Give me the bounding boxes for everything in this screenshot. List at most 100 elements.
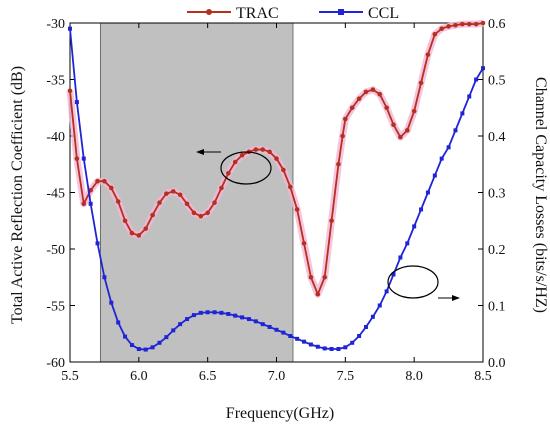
trac-point bbox=[439, 26, 445, 31]
ccl-point bbox=[260, 322, 265, 327]
ccl-point bbox=[116, 320, 121, 325]
ccl-point bbox=[171, 328, 176, 333]
trac-point bbox=[157, 200, 162, 205]
ccl-point bbox=[425, 190, 430, 195]
annotation-ccl-pointer bbox=[387, 265, 460, 301]
ccl-point bbox=[240, 315, 245, 320]
ccl-point bbox=[288, 334, 293, 339]
ccl-point bbox=[143, 347, 148, 352]
ccl-point bbox=[219, 310, 224, 315]
trac-point bbox=[81, 201, 87, 207]
legend-marker-ccl bbox=[338, 9, 344, 15]
trac-point bbox=[253, 147, 259, 152]
series-ccl bbox=[68, 26, 485, 352]
trac-point bbox=[184, 201, 190, 207]
trac-point bbox=[315, 291, 321, 297]
ccl-point bbox=[123, 334, 128, 339]
ccl-point bbox=[295, 336, 300, 341]
annotation-ellipse-trac bbox=[220, 151, 272, 185]
trac-point bbox=[281, 167, 286, 173]
trac-point bbox=[143, 226, 149, 231]
trac-point bbox=[411, 108, 417, 114]
ccl-point bbox=[109, 300, 114, 305]
trac-point bbox=[349, 105, 355, 111]
trac-point bbox=[122, 218, 128, 224]
ccl-point bbox=[178, 322, 183, 327]
ccl-point bbox=[129, 343, 134, 348]
x-tick-label: 7.5 bbox=[337, 369, 355, 384]
trac-point bbox=[370, 87, 376, 92]
trac-point bbox=[274, 156, 279, 161]
trac-point bbox=[67, 88, 73, 94]
legend-label-trac: TRAC bbox=[236, 5, 279, 22]
ccl-point bbox=[453, 128, 458, 133]
x-tick-label: 8.5 bbox=[474, 369, 492, 384]
trac-point bbox=[109, 185, 114, 191]
ccl-point bbox=[419, 207, 424, 212]
ccl-point bbox=[205, 310, 210, 315]
y-tick-label-left: -55 bbox=[46, 300, 65, 315]
trac-point bbox=[170, 189, 176, 194]
trac-point bbox=[453, 22, 458, 28]
ccl-point bbox=[191, 313, 196, 318]
ccl-point bbox=[136, 347, 141, 352]
ccl-point bbox=[384, 289, 389, 294]
series-trac bbox=[66, 19, 486, 298]
ccl-point bbox=[233, 313, 238, 318]
ccl-point bbox=[267, 324, 272, 329]
trac-point bbox=[473, 21, 479, 27]
trac-point bbox=[267, 149, 272, 155]
y-tick-label-right: 0.3 bbox=[488, 187, 506, 202]
trac-point bbox=[343, 116, 348, 122]
ccl-point bbox=[481, 66, 485, 71]
trac-point bbox=[136, 233, 142, 238]
x-tick-label: 6.0 bbox=[130, 369, 148, 384]
ccl-point bbox=[74, 100, 79, 105]
trac-point bbox=[212, 200, 217, 205]
trac-point bbox=[425, 52, 431, 57]
y-tick-label-right: 0.1 bbox=[488, 300, 506, 315]
y-tick-label-left: -60 bbox=[46, 356, 65, 371]
legend-label-ccl: CCL bbox=[368, 5, 399, 22]
annotation-trac-pointer bbox=[196, 149, 272, 185]
trac-point bbox=[404, 128, 410, 133]
trac-point bbox=[95, 178, 100, 184]
ccl-point bbox=[412, 224, 417, 229]
ccl-point bbox=[439, 156, 444, 161]
trac-point bbox=[232, 159, 238, 165]
ccl-point bbox=[302, 339, 307, 344]
ccl-point bbox=[164, 335, 169, 340]
ccl-point bbox=[474, 77, 479, 82]
y-axis-title-left: Total Active Reflection Coefficient (dB) bbox=[9, 66, 26, 324]
ccl-point bbox=[253, 319, 258, 324]
trac-point bbox=[239, 152, 245, 158]
trac-point bbox=[294, 207, 300, 212]
trac-point bbox=[102, 178, 107, 184]
ccl-point bbox=[274, 327, 279, 332]
ccl-point bbox=[308, 342, 313, 347]
ccl-point bbox=[68, 26, 72, 31]
ccl-point bbox=[377, 303, 382, 308]
ccl-point bbox=[398, 255, 403, 260]
trac-point bbox=[322, 274, 327, 280]
trac-point bbox=[198, 213, 204, 219]
trac-point bbox=[150, 212, 155, 218]
trac-point bbox=[260, 147, 266, 152]
x-tick-label: 8.0 bbox=[405, 369, 423, 384]
ccl-point bbox=[363, 324, 368, 329]
shaded-band bbox=[99, 22, 294, 363]
y-tick-label-right: 0.0 bbox=[488, 356, 506, 371]
y-tick-label-left: -40 bbox=[46, 130, 65, 145]
trac-point bbox=[129, 230, 135, 236]
y-tick-label-right: 0.2 bbox=[488, 243, 506, 258]
ccl-point bbox=[212, 310, 217, 315]
trac-point bbox=[356, 96, 362, 102]
trac-point bbox=[164, 191, 169, 196]
trac-point bbox=[432, 32, 438, 37]
y-tick-label-left: -45 bbox=[46, 187, 65, 202]
trac-point bbox=[226, 170, 231, 176]
ccl-point bbox=[329, 347, 334, 352]
trac-point bbox=[398, 134, 403, 140]
ccl-point bbox=[281, 330, 286, 335]
ccl-point bbox=[357, 334, 362, 339]
